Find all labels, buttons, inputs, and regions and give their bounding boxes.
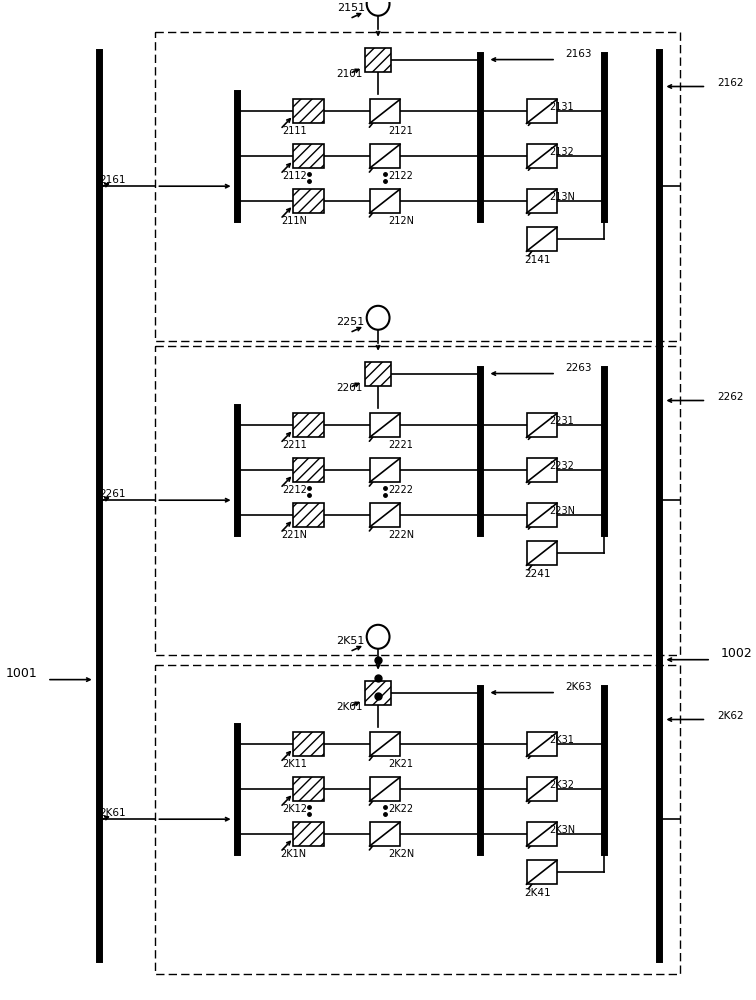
Text: 2112: 2112 bbox=[282, 171, 307, 181]
Text: 2K62: 2K62 bbox=[717, 711, 745, 721]
Text: 2K51: 2K51 bbox=[336, 636, 365, 646]
Bar bbox=[526, 99, 557, 123]
Text: 2K63: 2K63 bbox=[565, 682, 592, 692]
Bar bbox=[370, 458, 400, 482]
Text: 211N: 211N bbox=[281, 216, 307, 226]
Text: 2162: 2162 bbox=[717, 78, 744, 88]
Bar bbox=[526, 227, 557, 251]
Bar bbox=[370, 732, 400, 756]
Text: 2K12: 2K12 bbox=[282, 804, 307, 814]
Bar bbox=[526, 413, 557, 437]
Text: 2K31: 2K31 bbox=[550, 735, 575, 745]
Text: 2262: 2262 bbox=[717, 392, 744, 402]
Text: 2K1N: 2K1N bbox=[280, 849, 307, 859]
Bar bbox=[154, 346, 680, 655]
Bar bbox=[526, 189, 557, 213]
Text: 221N: 221N bbox=[280, 530, 307, 540]
Bar bbox=[370, 822, 400, 846]
Text: 2K3N: 2K3N bbox=[550, 825, 575, 835]
Bar bbox=[293, 189, 324, 213]
Text: 2251: 2251 bbox=[336, 317, 365, 327]
Text: 2151: 2151 bbox=[336, 3, 365, 13]
Bar bbox=[526, 822, 557, 846]
Text: 212N: 212N bbox=[389, 216, 414, 226]
Text: 2261: 2261 bbox=[100, 489, 126, 499]
Bar bbox=[365, 681, 392, 705]
Bar bbox=[526, 732, 557, 756]
Text: 2122: 2122 bbox=[389, 171, 414, 181]
Text: 2K01: 2K01 bbox=[336, 702, 363, 712]
Text: 2263: 2263 bbox=[565, 363, 592, 373]
Bar bbox=[293, 413, 324, 437]
Bar bbox=[293, 144, 324, 168]
Text: 2K32: 2K32 bbox=[550, 780, 575, 790]
Bar bbox=[154, 665, 680, 974]
Bar bbox=[526, 777, 557, 801]
Bar bbox=[370, 99, 400, 123]
Bar bbox=[365, 362, 392, 386]
Bar bbox=[293, 777, 324, 801]
Bar bbox=[365, 48, 392, 72]
Text: 2241: 2241 bbox=[525, 569, 551, 579]
Bar bbox=[526, 503, 557, 527]
Circle shape bbox=[367, 306, 389, 330]
Text: 223N: 223N bbox=[550, 506, 575, 516]
Text: 2222: 2222 bbox=[389, 485, 414, 495]
Bar bbox=[293, 732, 324, 756]
Bar bbox=[370, 144, 400, 168]
Text: 222N: 222N bbox=[389, 530, 415, 540]
Bar bbox=[370, 503, 400, 527]
Text: 1001: 1001 bbox=[6, 667, 38, 680]
Circle shape bbox=[367, 625, 389, 649]
Text: 2K61: 2K61 bbox=[99, 808, 126, 818]
Bar bbox=[293, 503, 324, 527]
Text: 1002: 1002 bbox=[720, 647, 752, 660]
Bar bbox=[293, 822, 324, 846]
Bar bbox=[526, 458, 557, 482]
Text: 2211: 2211 bbox=[282, 440, 307, 450]
Text: 2161: 2161 bbox=[100, 175, 126, 185]
Text: 213N: 213N bbox=[550, 192, 575, 202]
Bar bbox=[526, 144, 557, 168]
Text: 2231: 2231 bbox=[550, 416, 574, 426]
Text: 2K41: 2K41 bbox=[525, 888, 551, 898]
Bar bbox=[370, 189, 400, 213]
Text: 2232: 2232 bbox=[550, 461, 575, 471]
Circle shape bbox=[367, 0, 389, 16]
Bar bbox=[526, 541, 557, 565]
Text: 2K11: 2K11 bbox=[282, 759, 307, 769]
Text: 2111: 2111 bbox=[282, 126, 307, 136]
Text: 2K22: 2K22 bbox=[389, 804, 414, 814]
Text: 2131: 2131 bbox=[550, 102, 574, 112]
Text: 2212: 2212 bbox=[282, 485, 307, 495]
Text: 2201: 2201 bbox=[336, 383, 363, 393]
Text: 2141: 2141 bbox=[525, 255, 551, 265]
Text: 2221: 2221 bbox=[389, 440, 414, 450]
Bar bbox=[293, 458, 324, 482]
Text: 2101: 2101 bbox=[336, 69, 363, 79]
Text: 2132: 2132 bbox=[550, 147, 574, 157]
Bar bbox=[154, 32, 680, 341]
Bar bbox=[526, 860, 557, 884]
Bar bbox=[370, 413, 400, 437]
Text: 2121: 2121 bbox=[389, 126, 414, 136]
Bar bbox=[293, 99, 324, 123]
Bar bbox=[370, 777, 400, 801]
Text: 2163: 2163 bbox=[565, 49, 592, 59]
Text: 2K2N: 2K2N bbox=[389, 849, 415, 859]
Text: 2K21: 2K21 bbox=[389, 759, 414, 769]
